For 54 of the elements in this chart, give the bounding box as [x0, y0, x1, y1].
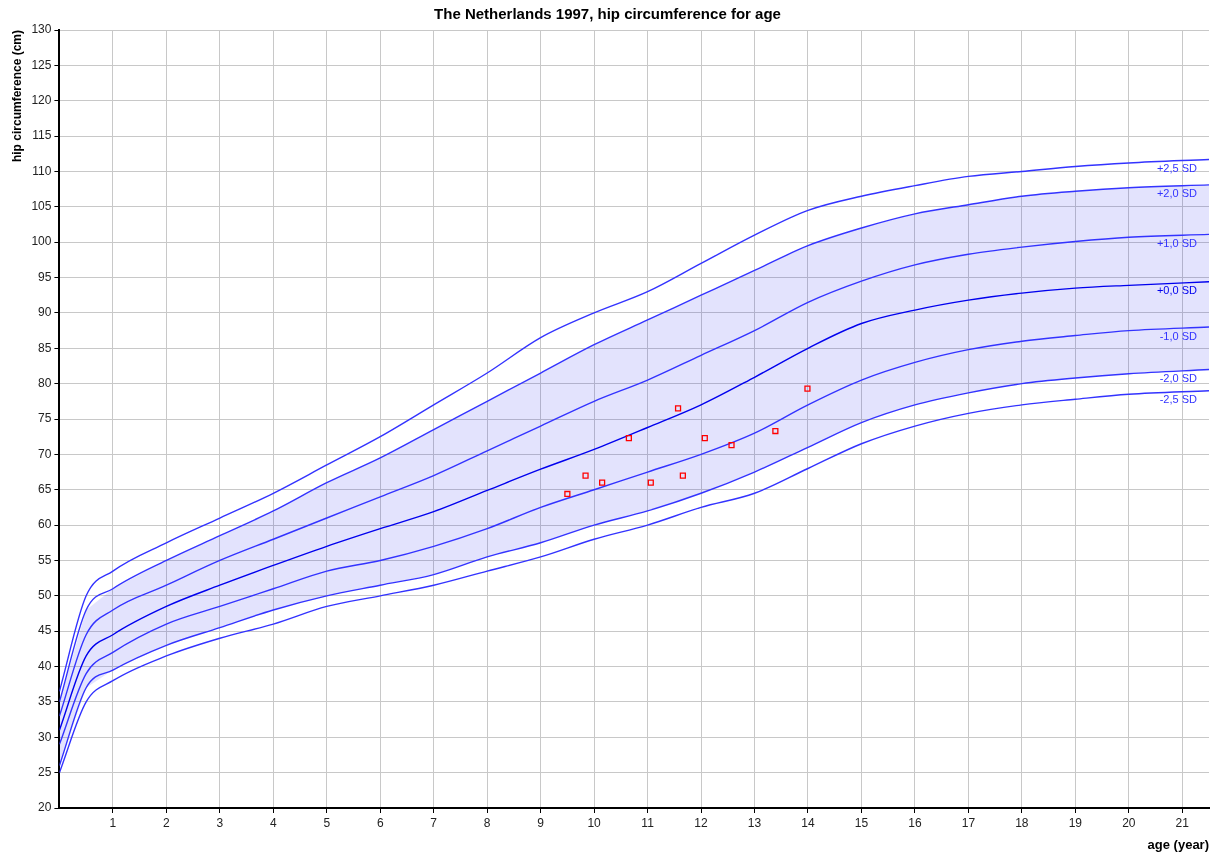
y-tick-label: 115: [32, 128, 52, 143]
series-label: +2,0 SD: [1156, 187, 1198, 200]
y-tick-label: 90: [38, 305, 52, 320]
x-tick-label: 13: [747, 815, 762, 830]
y-tick-label: 20: [38, 800, 52, 815]
y-tick-label: 70: [38, 446, 52, 461]
x-tick-label: 8: [483, 815, 491, 830]
x-tick-label: 10: [587, 815, 602, 830]
series-label: -1,0 SD: [1159, 329, 1198, 342]
y-tick-label: 25: [38, 764, 52, 779]
y-tick-label: 75: [38, 411, 52, 426]
x-tick-label: 17: [961, 815, 976, 830]
y-tick-label: 35: [38, 694, 52, 709]
y-tick-label: 55: [38, 552, 52, 567]
y-tick-label: 45: [38, 623, 52, 638]
x-tick-label: 5: [323, 815, 331, 830]
x-tick-label: 7: [430, 815, 438, 830]
y-tick-label: 60: [38, 517, 52, 532]
x-tick-label: 16: [908, 815, 922, 830]
x-tick-label: 4: [269, 815, 277, 830]
y-tick-label: 85: [38, 340, 52, 355]
y-tick-label: 50: [38, 588, 52, 603]
series-label: -2,0 SD: [1159, 372, 1198, 385]
y-tick-label: 110: [32, 163, 52, 178]
chart-title: The Netherlands 1997, hip circumference for age: [434, 5, 781, 23]
y-tick-label: 80: [38, 375, 52, 390]
y-tick-label: 40: [38, 658, 52, 673]
x-tick-label: 3: [216, 815, 224, 830]
x-tick-label: 19: [1068, 815, 1083, 830]
y-tick-label: 120: [31, 93, 52, 108]
y-tick-label: 105: [31, 199, 52, 214]
y-tick-label: 100: [31, 234, 52, 249]
x-tick-label: 11: [641, 815, 655, 830]
x-tick-label: 20: [1122, 815, 1136, 830]
x-tick-label: 2: [163, 815, 171, 830]
x-tick-label: 9: [537, 815, 545, 830]
y-tick-label: 95: [38, 269, 52, 284]
y-tick-label: 130: [31, 22, 52, 37]
x-tick-label: 18: [1015, 815, 1029, 830]
y-tick-label: 125: [31, 57, 52, 72]
x-axis-title: age (year): [1147, 836, 1209, 852]
series-label: +2,5 SD: [1156, 161, 1198, 174]
x-tick-label: 6: [376, 815, 384, 830]
x-tick-label: 21: [1175, 815, 1190, 830]
x-tick-label: 12: [694, 815, 709, 830]
y-tick-label: 30: [38, 729, 52, 744]
x-tick-label: 15: [854, 815, 869, 830]
series-label: -2,5 SD: [1159, 393, 1198, 406]
x-tick-label: 1: [109, 815, 117, 830]
series-label: +0,0 SD: [1156, 284, 1198, 297]
series-label: +1,0 SD: [1156, 236, 1198, 249]
y-axis-title: hip circumference (cm): [9, 30, 24, 163]
x-tick-label: 14: [801, 815, 815, 830]
y-tick-label: 65: [38, 482, 52, 497]
